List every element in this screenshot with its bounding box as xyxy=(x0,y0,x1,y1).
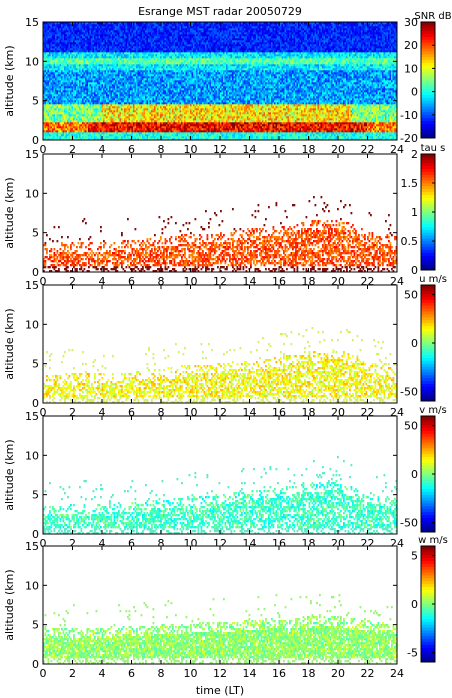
x-axis-label: time (LT) xyxy=(196,684,244,697)
colorbar-label: u m/s xyxy=(419,274,447,285)
colorbar-tick-label: 1 xyxy=(411,206,418,219)
x-tick-label: 14 xyxy=(243,667,257,680)
x-tick-label: 22 xyxy=(361,667,375,680)
colorbar-tick-label: -50 xyxy=(400,516,418,529)
y-tick-label: 5 xyxy=(32,227,39,240)
colorbar-tick-label: 50 xyxy=(404,289,418,302)
y-tick-label: 0 xyxy=(32,397,39,410)
colorbar-label: SNR dB xyxy=(414,11,451,22)
y-axis-label: altitude (km) xyxy=(3,439,16,510)
y-axis-label: altitude (km) xyxy=(3,308,16,379)
y-tick-label: 0 xyxy=(32,658,39,671)
colorbar-tick-label: 5 xyxy=(411,550,418,563)
x-tick-label: 24 xyxy=(390,667,404,680)
colorbar-tick-label: 0 xyxy=(411,86,418,99)
y-tick-label: 5 xyxy=(32,619,39,632)
x-tick-label: 8 xyxy=(158,667,165,680)
y-tick-label: 15 xyxy=(25,279,39,292)
y-tick-label: 10 xyxy=(25,449,39,462)
colorbar-tick-label: -20 xyxy=(400,132,418,145)
colorbar xyxy=(421,22,435,138)
y-tick-label: 5 xyxy=(32,95,39,108)
colorbar-tick-label: 0 xyxy=(411,264,418,277)
y-tick-label: 15 xyxy=(25,410,39,423)
x-tick-label: 2 xyxy=(69,667,76,680)
y-tick-label: 0 xyxy=(32,134,39,147)
y-tick-label: 10 xyxy=(25,579,39,592)
x-tick-label: 20 xyxy=(331,667,345,680)
y-axis-label: altitude (km) xyxy=(3,177,16,248)
y-axis-label: altitude (km) xyxy=(3,45,16,116)
y-axis-label: altitude (km) xyxy=(3,569,16,640)
y-tick-label: 10 xyxy=(25,318,39,331)
colorbar-tick-label: 10 xyxy=(404,62,418,75)
x-tick-label: 12 xyxy=(213,667,227,680)
x-tick-label: 16 xyxy=(272,667,286,680)
y-tick-label: 10 xyxy=(25,187,39,200)
heatmap-cells xyxy=(43,22,397,140)
y-tick-label: 5 xyxy=(32,489,39,502)
colorbar-tick-label: 2 xyxy=(411,148,418,161)
colorbar-tick-label: -50 xyxy=(400,385,418,398)
colorbar-label: tau s xyxy=(421,143,446,154)
x-tick-label: 6 xyxy=(128,667,135,680)
colorbar-tick-label: 0 xyxy=(411,337,418,350)
colorbar-tick-label: 30 xyxy=(404,16,418,29)
x-tick-label: 4 xyxy=(99,667,106,680)
colorbar-tick-label: 50 xyxy=(404,420,418,433)
y-tick-label: 0 xyxy=(32,266,39,279)
y-tick-label: 15 xyxy=(25,148,39,161)
colorbar-tick-label: 20 xyxy=(404,39,418,52)
colorbar-tick-label: 1.5 xyxy=(401,177,419,190)
x-tick-label: 18 xyxy=(302,667,316,680)
y-tick-label: 10 xyxy=(25,55,39,68)
colorbar-tick-label: -10 xyxy=(400,109,418,122)
colorbar-tick-label: 0 xyxy=(411,598,418,611)
colorbar-tick-label: 0.5 xyxy=(401,235,419,248)
colorbar-label: w m/s xyxy=(418,535,448,546)
colorbar-label: v m/s xyxy=(419,405,446,416)
x-tick-label: 10 xyxy=(184,667,198,680)
figure-title: Esrange MST radar 20050729 xyxy=(138,5,302,18)
y-tick-label: 15 xyxy=(25,16,39,29)
x-tick-label: 0 xyxy=(40,667,47,680)
y-tick-label: 5 xyxy=(32,358,39,371)
colorbar-tick-label: 0 xyxy=(411,468,418,481)
y-tick-label: 15 xyxy=(25,540,39,553)
colorbar-tick-label: -5 xyxy=(407,646,418,659)
